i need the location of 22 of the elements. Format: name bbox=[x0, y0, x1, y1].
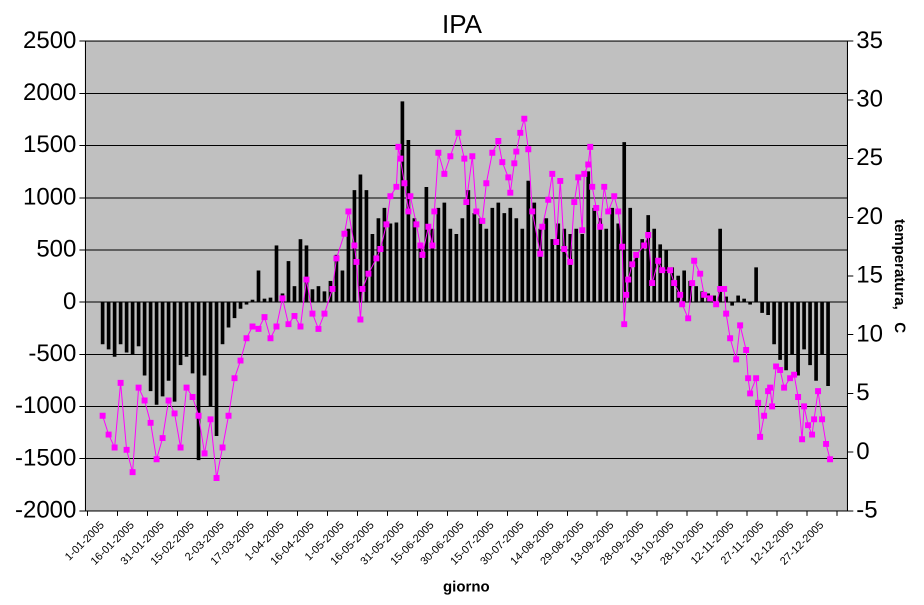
y-tick-label: -2000 bbox=[14, 496, 76, 524]
y-tick-label: 2500 bbox=[22, 26, 76, 54]
y-tick-label: 1000 bbox=[22, 183, 76, 210]
y2-tick-label: 35 bbox=[856, 26, 884, 54]
x-axis-title: giorno bbox=[443, 578, 490, 596]
y-tick-label: 0 bbox=[63, 288, 76, 315]
y2-tick-label: 25 bbox=[856, 144, 884, 172]
y2-tick-label: 10 bbox=[856, 320, 884, 348]
y-tick-label: 500 bbox=[36, 236, 76, 263]
y2-tick-label: 30 bbox=[856, 86, 884, 113]
y2-axis-title: temperatura, C bbox=[890, 218, 908, 334]
y-tick-label: 2000 bbox=[22, 79, 76, 106]
y-tick-label: -500 bbox=[28, 340, 76, 367]
y2-tick-label: -5 bbox=[856, 496, 878, 524]
y-tick-label: -1000 bbox=[14, 392, 76, 420]
y2-tick-label: 15 bbox=[856, 262, 884, 289]
y-tick-label: 1500 bbox=[22, 131, 76, 158]
y-tick-label: -1500 bbox=[14, 444, 76, 472]
chart-title: IPA bbox=[442, 8, 483, 39]
y2-tick-label: 20 bbox=[856, 202, 884, 230]
y2-tick-label: 0 bbox=[856, 438, 870, 465]
y2-tick-label: 5 bbox=[856, 379, 870, 406]
